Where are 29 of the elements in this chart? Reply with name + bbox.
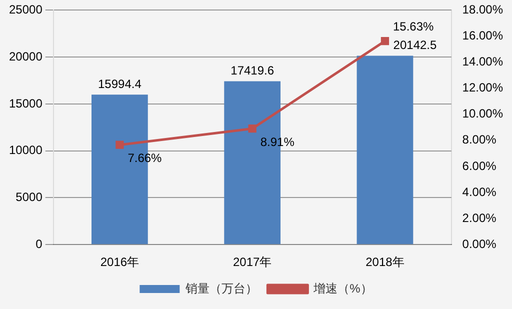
point: [380, 36, 390, 46]
y-tick-label: 10000: [8, 143, 43, 158]
bar: [356, 56, 414, 244]
y-tick-label: 0: [36, 236, 43, 251]
y-tick-label: 25000: [8, 2, 43, 17]
y2-tick-label: 10.00%: [462, 106, 504, 121]
point: [116, 140, 124, 149]
y2-tick-label: 4.00%: [462, 184, 497, 199]
x-tick-label: 2017年: [232, 255, 272, 270]
x-tick-label: 2018年: [366, 255, 404, 270]
y2-tick-label: 0.00%: [462, 236, 497, 251]
y2-tick-label: 8.00%: [462, 132, 497, 147]
data-label: 17419.6: [230, 64, 274, 78]
data-label: 20142.5: [393, 38, 437, 52]
x-tick-label: 2016年: [100, 255, 140, 270]
point: [248, 124, 256, 133]
y2-tick-label: 2.00%: [462, 210, 497, 225]
data-label: 15.63%: [392, 19, 434, 34]
y-tick-label: 20000: [8, 49, 43, 64]
legend-label: 增速（%）: [312, 281, 372, 296]
data-label: 15994.4: [98, 76, 142, 91]
y2-tick-label: 14.00%: [462, 54, 504, 69]
legend-label: 销量（万台）: [184, 281, 258, 296]
y2-tick-label: 18.00%: [462, 2, 504, 17]
y2-tick-label: 6.00%: [462, 158, 497, 173]
y-tick-label: 5000: [16, 190, 43, 204]
y2-tick-label: 16.00%: [462, 28, 504, 43]
y2-tick-label: 12.00%: [462, 80, 504, 95]
y-tick-label: 15000: [8, 96, 43, 110]
